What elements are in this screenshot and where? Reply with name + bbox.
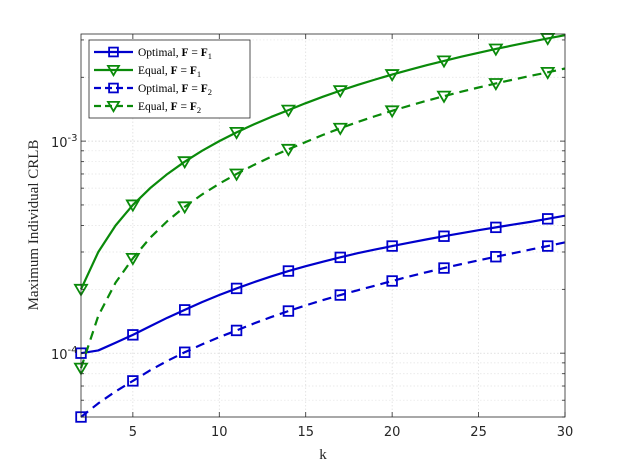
data-point-marker	[438, 262, 450, 274]
series-line	[80, 214, 566, 355]
legend-marker	[106, 64, 121, 78]
series-4	[73, 66, 566, 376]
data-point-marker	[177, 156, 193, 170]
data-point-marker	[230, 282, 243, 295]
legend-entry: Equal, F = F2	[94, 100, 201, 115]
x-tick-label: 20	[384, 425, 401, 440]
legend-label: Optimal, F = F2	[138, 83, 212, 97]
data-point-marker	[436, 55, 452, 69]
data-point-marker	[438, 230, 450, 242]
data-point-marker	[542, 240, 554, 252]
data-point-marker	[127, 329, 139, 341]
data-point-marker	[386, 240, 398, 252]
series-1	[75, 213, 566, 359]
data-point-marker	[228, 168, 245, 182]
data-point-marker	[488, 78, 504, 91]
series-layer	[73, 33, 566, 423]
legend-label: Equal, F = F2	[138, 101, 201, 115]
data-point-marker	[332, 122, 348, 136]
x-axis-label: k	[319, 447, 327, 463]
y-tick-label: 10-4	[51, 345, 78, 363]
legend-marker	[108, 46, 119, 58]
series-3	[75, 240, 566, 423]
x-tick-label: 15	[297, 425, 314, 440]
legend-entry: Equal, F = F1	[94, 64, 201, 79]
legend-marker	[108, 82, 119, 94]
data-point-marker	[540, 66, 556, 80]
x-tick-label: 30	[557, 425, 574, 440]
legend-label: Equal, F = F1	[138, 65, 201, 79]
data-point-marker	[332, 85, 348, 99]
axis-ticks: 5 10 15 20 25 30 10-4 10-3	[51, 34, 573, 440]
data-point-marker	[280, 104, 297, 118]
legend-label: Optimal, F = F1	[138, 47, 212, 61]
data-point-marker	[228, 126, 245, 140]
data-point-marker	[542, 213, 554, 225]
x-tick-label: 25	[470, 425, 487, 440]
data-point-marker	[179, 304, 191, 316]
data-point-marker	[230, 324, 243, 337]
data-point-marker	[384, 69, 400, 83]
data-point-marker	[384, 105, 400, 119]
data-point-marker	[436, 90, 452, 104]
legend-marker	[106, 100, 121, 114]
data-point-marker	[334, 289, 346, 301]
data-point-marker	[386, 275, 398, 287]
data-point-marker	[488, 43, 504, 57]
data-point-marker	[179, 346, 191, 358]
legend: Optimal, F = F1 Equal, F = F1 Optimal, F =…	[88, 39, 251, 119]
data-point-marker	[282, 265, 295, 277]
data-point-marker	[280, 143, 297, 157]
series-line	[80, 241, 566, 418]
data-point-marker	[490, 221, 502, 234]
series-line	[80, 34, 566, 290]
data-point-marker	[127, 375, 139, 387]
series-line	[79, 67, 566, 369]
data-point-marker	[177, 201, 193, 215]
data-point-marker	[334, 251, 346, 264]
legend-entry: Optimal, F = F1	[94, 46, 212, 61]
x-tick-label: 5	[129, 425, 137, 440]
y-axis-label: Maximum Individual CRLB	[26, 140, 42, 311]
legend-entry: Optimal, F = F2	[94, 82, 212, 97]
data-point-marker	[125, 252, 141, 266]
data-point-marker	[490, 251, 502, 263]
y-tick-label: 10-3	[51, 133, 78, 151]
x-tick-label: 10	[211, 425, 228, 440]
data-point-marker	[282, 305, 295, 317]
data-point-marker	[125, 199, 141, 213]
